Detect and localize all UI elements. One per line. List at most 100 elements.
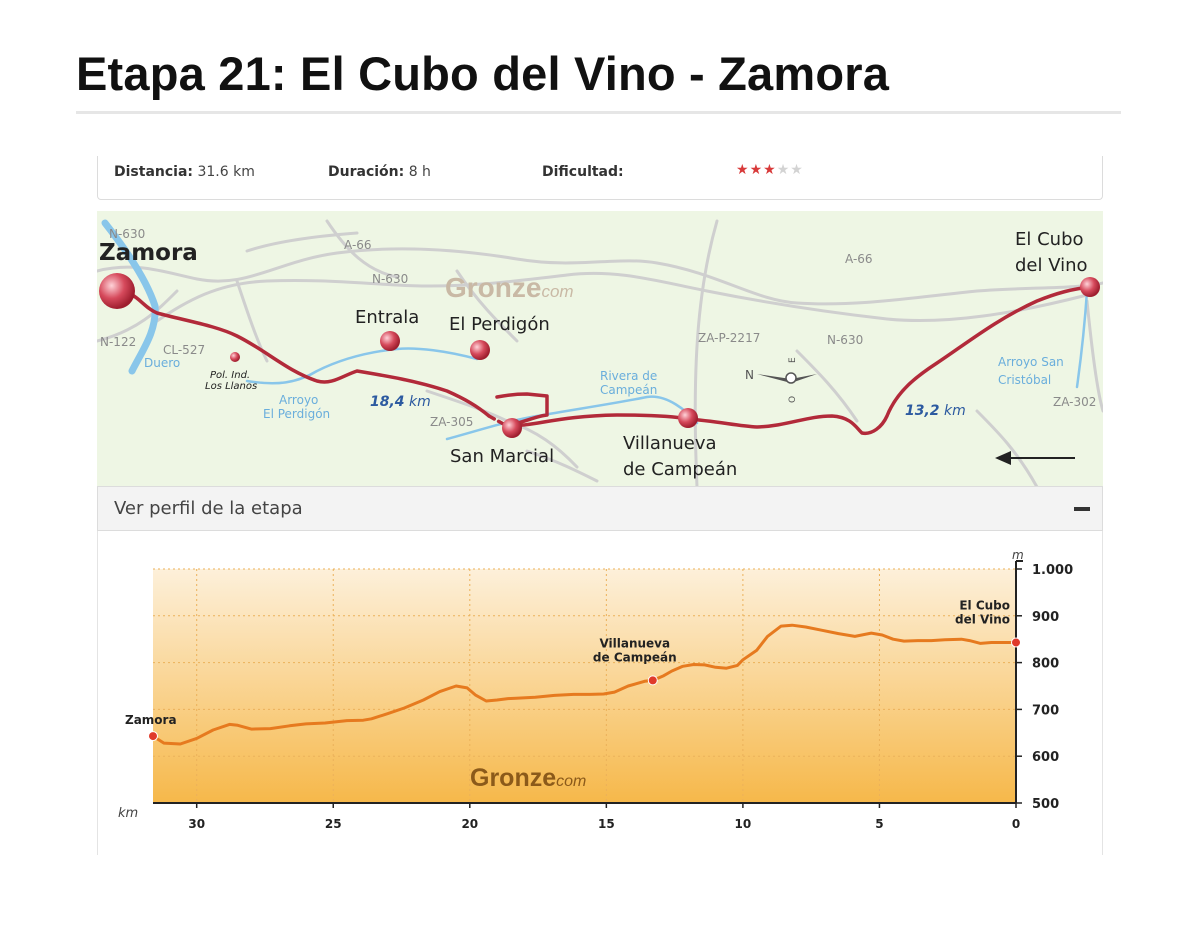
compass-n: N xyxy=(745,368,754,382)
road-n630 xyxy=(155,271,1089,323)
road-label: N-630 xyxy=(372,272,408,286)
page-title: Etapa 21: El Cubo del Vino - Zamora xyxy=(76,47,890,100)
road-label: N-122 xyxy=(100,335,136,349)
chart-y-tick-label: 700 xyxy=(1032,703,1059,718)
road-label: CL-527 xyxy=(163,343,205,357)
route-segment-west xyxy=(115,289,491,418)
road-cl527 xyxy=(235,279,269,363)
road-minor-4 xyxy=(795,349,859,423)
chart-y-tick-label: 500 xyxy=(1032,797,1059,812)
chart-watermark-main: Gronze xyxy=(470,764,556,792)
water-label: Cristóbal xyxy=(998,373,1051,387)
compass-o: O xyxy=(788,396,798,403)
star-filled-icon: ★ xyxy=(763,162,777,178)
profile-header-label: Ver perfil de la etapa xyxy=(114,498,303,519)
elevation-point-label: de Campeán xyxy=(593,650,677,664)
town-sanmarcial-marker[interactable] xyxy=(502,418,522,438)
chart-y-tick-label: 600 xyxy=(1032,750,1059,765)
road-label: A-66 xyxy=(344,238,372,252)
elevation-profile: Gronzecom 30 25 20 15 10 5 0 500 600 700 800 900 1.00… xyxy=(97,531,1103,855)
chart-x-tick-label: 5 xyxy=(875,817,883,831)
distance-2-unit: km xyxy=(940,403,966,419)
distance-value: 31.6 km xyxy=(197,164,255,180)
star-filled-icon: ★ xyxy=(749,162,764,178)
road-minor-3 xyxy=(455,269,519,343)
distance-label-1: 18,4 km xyxy=(370,394,431,410)
chart-watermark: Gronzecom xyxy=(470,764,586,792)
water-label: Duero xyxy=(144,356,180,370)
town-villanueva-marker[interactable] xyxy=(678,408,698,428)
town-zamora-label: Zamora xyxy=(99,240,198,266)
road-n122 xyxy=(97,289,179,343)
elevation-point-marker xyxy=(647,675,658,686)
town-entrala-marker[interactable] xyxy=(380,331,400,351)
water-label: Arroyo San xyxy=(998,355,1064,369)
town-cubo-label: del Vino xyxy=(1015,255,1088,276)
road-label: ZA-305 xyxy=(430,415,473,429)
poligono-label: Los Llanos xyxy=(205,381,257,392)
chart-y-tick-label: 800 xyxy=(1032,657,1059,672)
water-label: Campeán xyxy=(600,383,657,397)
star-filled-icon: ★ xyxy=(736,162,750,178)
river-duero xyxy=(101,219,159,375)
town-villanueva-label: Villanueva xyxy=(623,433,717,454)
distance-label-2: 13,2 km xyxy=(905,403,966,419)
route-segment-loop xyxy=(495,392,549,428)
route-map[interactable]: N E O N-630 A-66 N-630 A-66 N-122 CL-527… xyxy=(97,211,1103,487)
town-perdigon-marker[interactable] xyxy=(470,340,490,360)
chart-x-tick-label: 20 xyxy=(461,817,478,831)
water-label: El Perdigón xyxy=(263,407,330,421)
elevation-line xyxy=(152,623,1016,746)
stage-info-bar: Distancia: 31.6 km Duración: 8 h Dificul… xyxy=(97,156,1103,200)
water-label: Rivera de xyxy=(600,369,657,383)
town-perdigon-label: El Perdigón xyxy=(449,314,550,335)
elevation-point-label: del Vino xyxy=(955,612,1010,626)
compass-icon: N E O xyxy=(745,357,817,403)
road-minor-1 xyxy=(325,219,399,279)
chart-x-tick-label: 15 xyxy=(598,817,615,831)
elevation-point-marker xyxy=(148,731,158,742)
road-zap2217 xyxy=(693,219,719,487)
star-empty-icon: ★ xyxy=(776,162,791,178)
chart-y-axis-label: m xyxy=(1012,548,1024,562)
distance-1-unit: km xyxy=(405,394,431,410)
town-zamora-marker[interactable] xyxy=(99,273,135,309)
road-labels: N-630 A-66 N-630 A-66 N-122 CL-527 ZA-P-… xyxy=(100,227,1096,429)
town-cubo-label: El Cubo xyxy=(1015,229,1084,250)
chart-y-tick-label: 900 xyxy=(1032,610,1059,625)
profile-toggle-header[interactable]: Ver perfil de la etapa xyxy=(97,486,1103,531)
distance-labels: 18,4 km 13,2 km xyxy=(370,394,966,419)
chart-y-tick-label: 1.000 xyxy=(1032,563,1073,578)
route-line xyxy=(115,285,1092,436)
town-entrala-label: Entrala xyxy=(355,307,419,328)
duration-value: 8 h xyxy=(408,164,431,180)
distance-2-number: 13,2 xyxy=(905,403,940,419)
distance-label: Distancia: xyxy=(114,164,194,180)
route-segment-east xyxy=(505,285,1092,436)
difficulty-label: Dificultad: xyxy=(542,164,624,180)
elevation-point-label: Zamora xyxy=(125,713,177,727)
chart-x-tick-label: 30 xyxy=(188,817,205,831)
direction-arrow-icon xyxy=(995,451,1075,465)
chart-x-tick-label: 0 xyxy=(1012,817,1020,831)
river-arroyo-san-cristobal xyxy=(1075,289,1089,389)
road-a66 xyxy=(97,247,1103,306)
chart-x-axis-label: km xyxy=(118,806,138,821)
chart-x-tick-label: 10 xyxy=(735,817,752,831)
water-labels: Duero Arroyo El Perdigón Rivera de Campe… xyxy=(144,355,1064,421)
distance-info: Distancia: 31.6 km xyxy=(114,164,255,180)
chart-plot-area xyxy=(153,569,1016,803)
distance-1-number: 18,4 xyxy=(370,394,405,410)
road-label: N-630 xyxy=(109,227,145,241)
town-cubo-marker[interactable] xyxy=(1080,277,1100,297)
duration-info: Duración: 8 h xyxy=(328,164,431,180)
star-empty-icon: ★ xyxy=(790,162,804,178)
difficulty-stars: ★★★★★ xyxy=(736,162,804,178)
map-watermark-sub: com xyxy=(541,282,573,301)
map-watermark-main: Gronze xyxy=(445,272,541,303)
elevation-point-label: Villanueva xyxy=(599,636,670,650)
collapse-icon[interactable] xyxy=(1074,507,1090,511)
road-minor-2 xyxy=(245,231,359,253)
chart-watermark-sub: com xyxy=(556,773,586,790)
